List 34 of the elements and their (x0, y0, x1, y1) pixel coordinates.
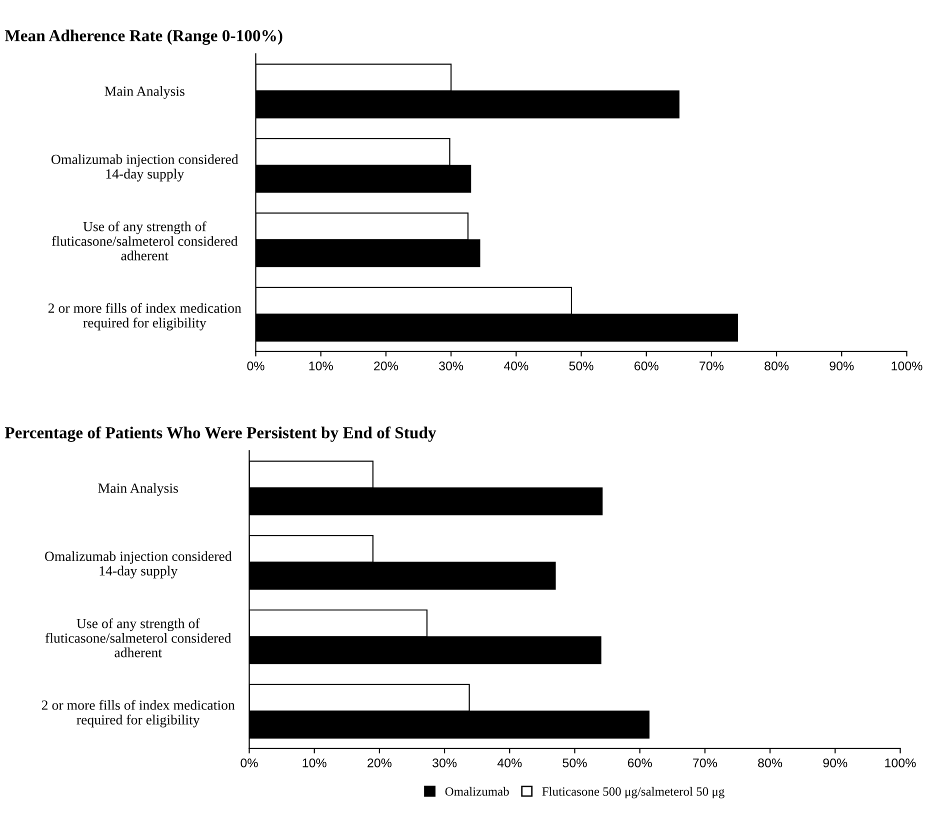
x-tick-label: 30% (432, 758, 457, 768)
x-tick-label: 20% (374, 362, 398, 370)
x-tick-label: 80% (764, 362, 789, 370)
legend-label: Fluticasone 500 μg/salmeterol 50 μg (542, 786, 724, 798)
x-tick-label: 0% (240, 758, 258, 768)
y-tick-label: Omalizumab injection considered 14-day supply (44, 551, 232, 578)
y-tick-label: 2 or more fills of index medication required for eligibility (42, 700, 235, 728)
x-tick-label: 20% (368, 758, 392, 768)
y-tick-label: Use of any strength of fluticasone/salmeterol considered adherent (52, 221, 238, 260)
x-tick-label: 60% (628, 758, 652, 768)
y-tick-label: Main Analysis (98, 483, 178, 496)
x-tick-label: 10% (302, 758, 326, 768)
y-tick-label: Omalizumab injection considered 14-day supply (51, 154, 238, 182)
x-tick-label: 0% (247, 362, 264, 370)
y-tick-label: 2 or more fills of index medication required for eligibility (48, 302, 242, 330)
x-tick-label: 70% (700, 362, 724, 370)
x-tick-label: 50% (569, 362, 594, 370)
x-tick-label: 90% (823, 758, 848, 768)
y-tick-label: Main Analysis (104, 86, 184, 99)
chart-title: Mean Adherence Rate (Range 0-100%) (4, 30, 282, 45)
chart-title: Percentage of Patients Who Were Persistent by End of Study (4, 426, 436, 442)
legend-label: Omalizumab (445, 786, 509, 796)
x-tick-label: 70% (693, 758, 718, 768)
x-tick-label: 40% (504, 362, 528, 370)
x-tick-label: 60% (634, 362, 658, 370)
x-tick-label: 30% (439, 362, 464, 370)
x-tick-label: 40% (497, 758, 522, 768)
x-tick-label: 90% (830, 362, 854, 370)
x-tick-label: 80% (758, 758, 782, 768)
y-tick-label: Use of any strength of fluticasone/salmeterol considered adherent (45, 618, 232, 658)
x-tick-label: 100% (892, 362, 922, 370)
x-tick-label: 10% (309, 362, 333, 370)
x-tick-label: 100% (885, 758, 916, 768)
x-tick-label: 50% (562, 758, 587, 768)
